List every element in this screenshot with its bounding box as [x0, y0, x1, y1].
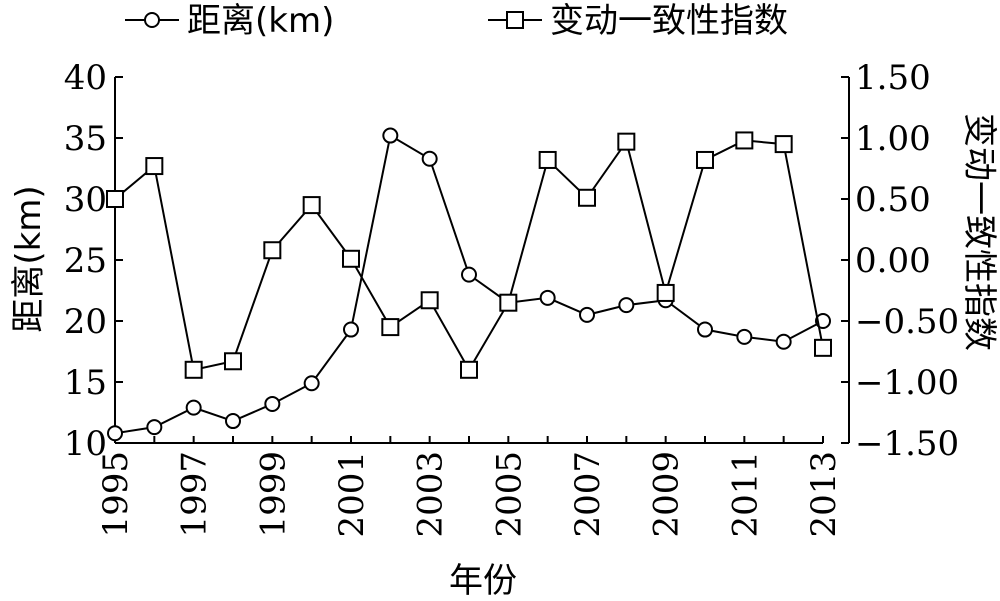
- consistency-point: [145, 157, 164, 176]
- left-tick-label: 10: [64, 424, 107, 464]
- x-tick-label: 1995: [96, 451, 136, 538]
- consistency-point: [342, 249, 360, 268]
- legend-label: 变动一致性指数: [550, 1, 788, 41]
- right-tick-label: 0.50: [855, 180, 931, 220]
- distance-point: [618, 297, 635, 314]
- consistency-point: [381, 318, 400, 337]
- distance-point: [343, 321, 359, 338]
- distance-point: [579, 306, 595, 323]
- consistency-series-line: [114, 139, 824, 372]
- consistency-point: [538, 150, 557, 169]
- distance-point: [185, 399, 202, 416]
- right-axis-title: 变动一致性指数: [959, 113, 999, 351]
- left-tick-label: 15: [64, 363, 107, 403]
- x-axis-title: 年份: [449, 561, 517, 601]
- consistency-point: [735, 131, 754, 150]
- consistency-point: [106, 190, 124, 208]
- distance-point: [382, 127, 399, 144]
- distance-point: [225, 413, 241, 430]
- left-tick-label: 40: [64, 58, 107, 98]
- right-tick-label: 1.50: [855, 58, 931, 98]
- consistency-point: [302, 196, 321, 215]
- distance-point: [461, 266, 477, 283]
- x-tick-label: 2005: [489, 451, 529, 538]
- chart-legend: 距离(km) 变动一致性指数: [125, 1, 788, 41]
- right-tick-label: −1.00: [855, 363, 959, 403]
- consistency-point: [460, 360, 478, 379]
- left-axis-title: 距离(km): [9, 185, 49, 332]
- left-tick-label: 25: [64, 241, 107, 281]
- distance-point: [303, 375, 320, 392]
- consistency-point: [814, 338, 832, 357]
- distance-series-line: [114, 133, 824, 435]
- x-tick-label: 1997: [175, 451, 215, 538]
- distance-point: [539, 289, 556, 306]
- right-tick-label: −0.50: [855, 302, 959, 342]
- legend-label: 距离(km): [187, 1, 334, 41]
- consistency-point: [184, 360, 203, 379]
- x-tick-label: 2011: [725, 451, 765, 538]
- consistency-point: [656, 283, 675, 302]
- legend-circle-marker: [144, 12, 160, 28]
- x-tick-label: 2013: [804, 451, 844, 538]
- x-tick-label: 2003: [411, 451, 451, 538]
- distance-point: [146, 419, 163, 436]
- distance-point: [697, 321, 713, 338]
- consistency-point: [578, 188, 596, 207]
- right-tick-label: 1.00: [855, 119, 931, 159]
- plot-area: [106, 127, 832, 442]
- distance-point: [775, 333, 792, 350]
- consistency-point: [499, 293, 518, 312]
- consistency-point: [696, 150, 714, 169]
- distance-point: [736, 328, 753, 345]
- distance-point: [264, 395, 281, 412]
- right-tick-label: −1.50: [855, 424, 959, 464]
- distance-point: [107, 425, 123, 442]
- legend-square-marker: [506, 11, 524, 29]
- consistency-point: [263, 241, 282, 260]
- left-tick-label: 35: [64, 119, 107, 159]
- right-tick-label: 0.00: [855, 241, 931, 281]
- x-tick-label: 2001: [332, 451, 372, 538]
- x-tick-label: 2009: [647, 451, 687, 538]
- x-tick-label: 2007: [568, 451, 608, 538]
- consistency-point: [617, 132, 636, 151]
- consistency-point: [224, 352, 242, 371]
- left-tick-label: 30: [64, 180, 107, 220]
- consistency-point: [774, 135, 793, 154]
- consistency-point: [420, 291, 439, 310]
- distance-point: [421, 150, 438, 167]
- chart-axes: 10 15 20 25 30 35 40 −1.50 −1.00 −0.50 0.00 0.50 1.0…: [64, 58, 959, 538]
- left-tick-label: 20: [64, 302, 107, 342]
- x-tick-label: 1999: [253, 451, 293, 538]
